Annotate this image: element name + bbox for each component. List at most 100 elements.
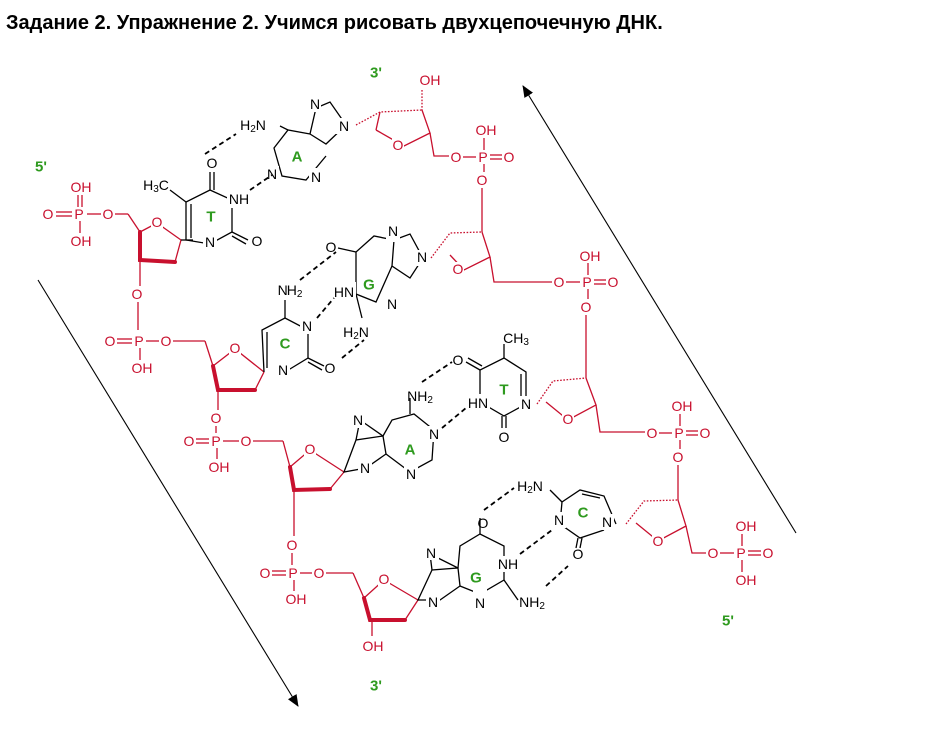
svg-text:O: O <box>700 425 711 441</box>
deoxyribose-sugar: O O <box>282 440 345 565</box>
svg-text:N: N <box>267 166 277 182</box>
svg-text:O: O <box>478 515 489 531</box>
svg-text:OH: OH <box>420 72 441 88</box>
svg-text:NH2: NH2 <box>278 282 303 300</box>
svg-text:OH: OH <box>672 398 693 414</box>
svg-text:O: O <box>241 433 252 449</box>
svg-text:O: O <box>573 546 584 562</box>
svg-text:N: N <box>602 514 612 530</box>
phosphate-group: O P OH O <box>184 433 283 475</box>
svg-text:N: N <box>388 223 398 239</box>
svg-text:P: P <box>134 333 143 349</box>
nucleobase-thymine: O NH O N H3C T <box>143 155 263 250</box>
nucleobase-guanine: N O NH N N NH2 G <box>416 515 545 612</box>
svg-text:N: N <box>406 466 416 482</box>
svg-text:O: O <box>105 333 116 349</box>
nucleobase-cytosine: N N O H2N C <box>517 478 617 562</box>
svg-text:A: A <box>292 149 303 166</box>
svg-text:O: O <box>326 239 337 255</box>
phosphate-group: O P OH O <box>260 565 353 607</box>
svg-text:OH: OH <box>286 591 307 607</box>
phosphate-group: O P OH O <box>105 333 205 376</box>
svg-text:OH: OH <box>71 179 92 195</box>
svg-text:O: O <box>393 137 404 153</box>
svg-text:OH: OH <box>132 360 153 376</box>
svg-text:P: P <box>674 425 683 441</box>
svg-text:O: O <box>554 274 565 290</box>
left-strand-direction-arrow <box>37 279 299 707</box>
svg-text:O: O <box>252 233 263 249</box>
nucleobase-thymine: O CH3 HN N O T <box>453 330 533 445</box>
svg-text:O: O <box>43 206 54 222</box>
left-strand-backbone: OH O P OH O O O O P OH O <box>43 179 419 654</box>
svg-text:O: O <box>152 214 163 230</box>
page-title: Задание 2. Упражнение 2. Учимся рисовать… <box>6 12 663 34</box>
svg-text:O: O <box>763 545 774 561</box>
svg-text:P: P <box>736 545 745 561</box>
svg-text:C: C <box>578 505 589 522</box>
svg-text:O: O <box>305 441 316 457</box>
hydrogen-bonds <box>204 133 569 587</box>
svg-text:N: N <box>205 234 215 250</box>
deoxyribose-sugar: O <box>430 231 552 283</box>
svg-text:O: O <box>647 425 658 441</box>
svg-text:N: N <box>360 460 370 476</box>
svg-text:N: N <box>428 594 438 610</box>
svg-text:HN: HN <box>334 284 354 300</box>
deoxyribose-sugar: OH O <box>355 72 449 157</box>
svg-text:N: N <box>554 512 564 528</box>
left-strand-3prime-label: 3' <box>370 678 382 695</box>
svg-text:NH2: NH2 <box>407 388 433 406</box>
svg-text:T: T <box>499 382 508 399</box>
svg-text:N: N <box>311 169 321 185</box>
svg-text:C: C <box>280 336 291 353</box>
svg-text:O: O <box>563 411 574 427</box>
svg-text:N: N <box>310 96 320 112</box>
svg-text:O: O <box>477 172 488 188</box>
svg-text:N: N <box>278 362 288 378</box>
svg-text:O: O <box>161 333 172 349</box>
svg-text:N: N <box>475 595 485 611</box>
svg-text:HN: HN <box>468 395 488 411</box>
svg-text:O: O <box>132 286 143 302</box>
svg-text:O: O <box>230 340 241 356</box>
left-strand-5prime-label: 5' <box>35 159 47 176</box>
right-strand-backbone: OH O O P OH O O O <box>355 72 774 588</box>
svg-text:O: O <box>708 545 719 561</box>
svg-text:G: G <box>363 277 375 294</box>
svg-text:N: N <box>426 545 436 561</box>
svg-text:H2N: H2N <box>343 324 369 342</box>
svg-text:O: O <box>260 565 271 581</box>
svg-text:P: P <box>288 565 297 581</box>
svg-text:O: O <box>379 571 390 587</box>
svg-text:O: O <box>453 352 464 368</box>
svg-text:OH: OH <box>209 459 230 475</box>
svg-text:O: O <box>581 299 592 315</box>
svg-text:N: N <box>387 296 397 312</box>
svg-text:O: O <box>653 533 664 549</box>
svg-text:O: O <box>451 149 462 165</box>
phosphate-group: O P OH O O <box>554 248 619 378</box>
svg-text:OH: OH <box>476 122 497 138</box>
svg-text:P: P <box>478 149 487 165</box>
svg-text:OH: OH <box>736 518 757 534</box>
svg-text:NH: NH <box>229 191 249 207</box>
svg-text:OH: OH <box>736 572 757 588</box>
nucleobase-guanine: N N O HN N H2N G <box>326 223 428 342</box>
svg-text:O: O <box>499 429 510 445</box>
svg-text:N: N <box>417 249 427 265</box>
svg-text:N: N <box>429 426 439 442</box>
deoxyribose-sugar: O <box>625 499 706 554</box>
deoxyribose-sugar: O OH <box>352 571 419 654</box>
svg-text:OH: OH <box>71 233 92 249</box>
svg-text:N: N <box>353 412 363 428</box>
svg-text:OH: OH <box>363 638 384 654</box>
svg-text:O: O <box>103 206 114 222</box>
svg-text:P: P <box>211 433 220 449</box>
deoxyribose-sugar: O O <box>127 213 182 330</box>
deoxyribose-sugar: O O <box>204 340 265 433</box>
svg-text:A: A <box>405 442 416 459</box>
nucleobase-cytosine: NH2 N O N C <box>261 282 336 378</box>
deoxyribose-sugar: O <box>536 377 645 433</box>
